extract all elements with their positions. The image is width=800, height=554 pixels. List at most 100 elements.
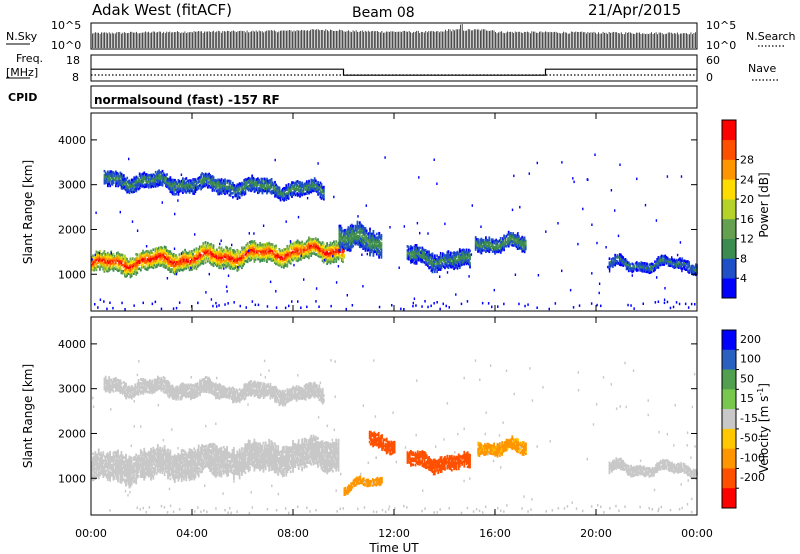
data-cell: [670, 264, 672, 268]
data-cell: [94, 262, 97, 266]
data-cell: [217, 182, 219, 186]
data-cell: [218, 250, 221, 253]
data-cell: [190, 183, 192, 187]
data-cell: [357, 225, 360, 228]
data-cell: [480, 245, 483, 249]
data-cell: [493, 247, 495, 251]
data-cell: [649, 271, 652, 274]
data-cell: [638, 264, 640, 267]
data-cell: [141, 181, 143, 184]
data-cell: [200, 187, 202, 191]
data-cell: [231, 251, 234, 254]
data-cell: [186, 262, 189, 265]
data-cell: [117, 174, 120, 178]
data-cell: [119, 181, 122, 185]
data-cell: [512, 234, 515, 237]
data-cell: [499, 239, 502, 242]
data-cell: [349, 224, 352, 228]
data-cell: [406, 249, 409, 252]
data-cell: [655, 262, 657, 266]
data-cell: [493, 245, 495, 249]
data-cell: [109, 184, 112, 188]
data-cell: [213, 251, 216, 254]
data-cell: [110, 170, 113, 173]
data-cell: [507, 236, 510, 240]
data-cell: [433, 260, 436, 263]
data-cell: [329, 259, 332, 263]
data-cell: [118, 259, 121, 262]
data-cell: [455, 263, 458, 267]
data-cell: [95, 266, 98, 270]
data-cell: [288, 246, 291, 250]
data-cell: [194, 190, 197, 193]
data-cell: [222, 264, 225, 268]
data-cell: [312, 185, 315, 189]
data-cell: [145, 185, 148, 188]
data-cell: [101, 261, 103, 264]
data-cell: [263, 251, 266, 254]
data-cell: [145, 268, 148, 271]
data-cell: [331, 248, 334, 251]
data-cell: [229, 257, 232, 260]
data-cell: [134, 262, 136, 265]
data-cell: [662, 261, 664, 264]
data-cell: [631, 262, 634, 266]
data-cell: [229, 186, 232, 189]
data-cell: [358, 243, 361, 247]
data-cell: [479, 242, 482, 246]
data-cell: [190, 266, 192, 270]
data-cell: [152, 179, 155, 182]
data-cell: [161, 249, 164, 252]
data-cell: [449, 255, 452, 259]
data-cell: [331, 252, 334, 255]
data-cell: [180, 258, 183, 261]
data-cell: [265, 187, 267, 190]
data-cell: [372, 252, 375, 255]
data-cell: [300, 242, 302, 245]
data-cell: [685, 268, 688, 271]
data-cell: [103, 169, 106, 173]
data-cell: [561, 269, 563, 273]
data-cell: [358, 231, 361, 234]
data-cell: [296, 194, 299, 197]
data-cell: [360, 223, 362, 226]
data-cell: [348, 249, 351, 253]
data-cell: [95, 457, 98, 460]
data-cell: [582, 207, 584, 211]
data-cell: [423, 253, 426, 256]
data-cell: [307, 182, 309, 185]
data-cell: [676, 265, 679, 269]
data-cell: [262, 249, 265, 253]
data-cell: [228, 179, 231, 183]
data-cell: [675, 260, 678, 264]
data-cell: [283, 264, 285, 267]
data-cell: [369, 239, 371, 243]
data-cell: [355, 233, 358, 236]
data-cell: [429, 253, 432, 257]
data-cell: [216, 258, 218, 262]
data-cell: [364, 231, 367, 234]
data-cell: [349, 238, 352, 242]
data-cell: [443, 255, 445, 258]
data-cell: [322, 193, 325, 197]
data-cell: [110, 256, 113, 260]
data-cell: [144, 251, 147, 254]
data-cell: [664, 260, 667, 264]
data-cell: [304, 246, 307, 250]
data-cell: [528, 172, 530, 175]
data-cell: [210, 181, 213, 185]
data-cell: [293, 192, 296, 195]
data-cell: [688, 261, 690, 264]
data-cell: [311, 246, 314, 249]
data-cell: [125, 263, 127, 266]
data-cell: [122, 180, 125, 183]
data-cell: [244, 192, 247, 195]
data-cell: [185, 177, 188, 180]
data-cell: [624, 262, 627, 265]
data-cell: [144, 173, 147, 176]
data-cell: [290, 183, 292, 187]
data-cell: [138, 184, 141, 188]
data-cell: [219, 256, 222, 259]
data-cell: [124, 187, 126, 191]
data-cell: [413, 247, 416, 251]
